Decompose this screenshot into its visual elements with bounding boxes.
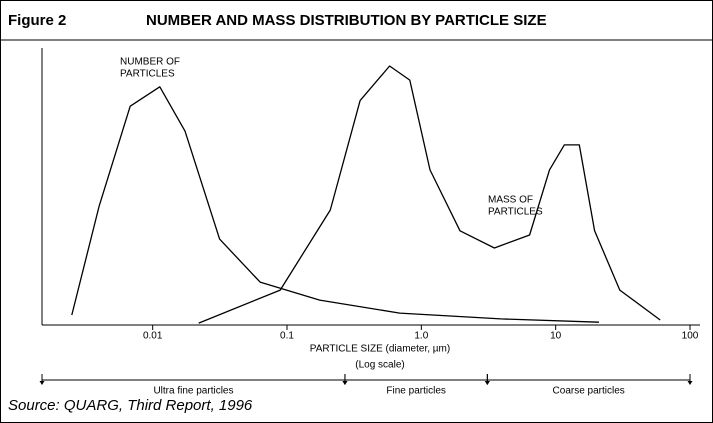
x-tick-label: 0.1 xyxy=(280,331,294,342)
range-label: Ultra fine particles xyxy=(153,386,233,397)
x-tick-label: 100 xyxy=(682,331,699,342)
range-label: Coarse particles xyxy=(553,386,625,397)
series-line xyxy=(71,86,600,323)
x-tick-label: 0.01 xyxy=(143,331,163,342)
source: Source: QUARG, Third Report, 1996 xyxy=(8,397,253,414)
x-axis-label: PARTICLE SIZE (diameter, µm) xyxy=(310,344,450,355)
range-arrowhead xyxy=(687,381,693,385)
range-arrowhead xyxy=(484,381,490,385)
x-scale-note: (Log scale) xyxy=(355,360,404,371)
x-tick-label: 1.0 xyxy=(414,331,428,342)
series-label: NUMBER OF xyxy=(120,57,180,68)
range-arrowhead xyxy=(342,381,348,385)
series-label: MASS OF xyxy=(488,195,533,206)
figure-label: Figure 2 xyxy=(8,12,66,29)
x-tick-label: 10 xyxy=(550,331,562,342)
series-label: PARTICLES xyxy=(488,207,543,218)
range-label: Fine particles xyxy=(386,386,445,397)
range-arrowhead xyxy=(39,381,45,385)
series-line xyxy=(198,65,661,324)
series-label: PARTICLES xyxy=(120,69,175,80)
chart-title: NUMBER AND MASS DISTRIBUTION BY PARTICLE… xyxy=(146,12,547,29)
